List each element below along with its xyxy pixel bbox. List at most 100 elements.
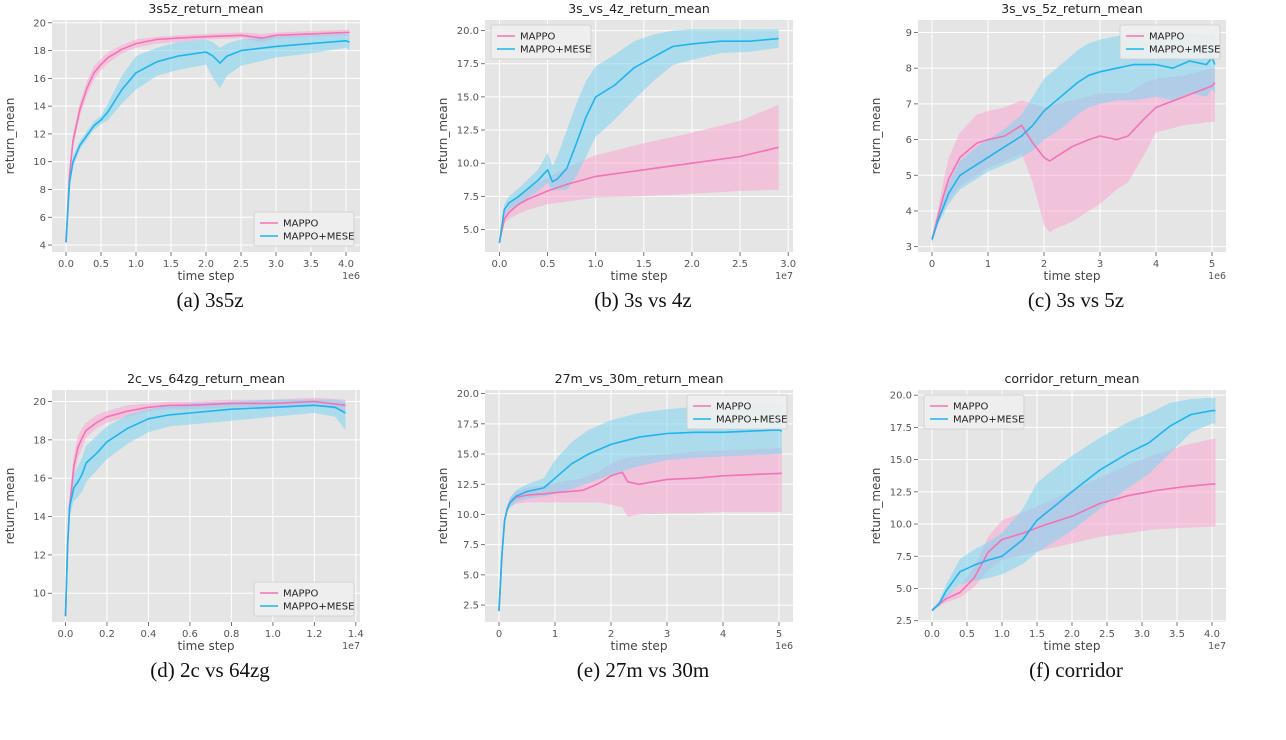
x-tick-label: 0.0 [58, 629, 74, 640]
chart-panel-3s-vs-4z: 0.0 0.5 1.0 1.5 2.0 2.5 3.0 5.0 7.5 10.0 12.5 15.0 1… [433, 0, 853, 360]
caption-3s-vs-4z: (b) 3s vs 4z [433, 288, 853, 313]
y-axis-label: return_mean [869, 468, 883, 545]
legend-label: MAPPO+MESE [1149, 45, 1220, 56]
y-tick-label: 5.0 [463, 225, 479, 236]
x-tick-label: 1.0 [994, 629, 1010, 640]
x-axis-exponent: 1e7 [342, 641, 360, 652]
x-tick-label: 1.4 [348, 629, 364, 640]
y-tick-label: 2.5 [896, 616, 912, 627]
x-tick-label: 4 [1153, 259, 1159, 270]
y-tick-label: 8 [40, 185, 46, 196]
y-tick-label: 4 [40, 241, 46, 252]
legend: MAPPO MAPPO+MESE [687, 395, 787, 429]
x-axis-exponent: 1e6 [342, 271, 360, 282]
x-tick-label: 0.5 [93, 259, 109, 270]
y-tick-label: 12 [33, 550, 46, 561]
legend-label: MAPPO [283, 589, 319, 600]
x-tick-label: 0 [929, 259, 935, 270]
y-tick-label: 8 [906, 64, 912, 75]
y-tick-label: 3 [906, 242, 912, 253]
y-tick-label: 12 [33, 129, 46, 140]
y-tick-label: 20.0 [457, 26, 479, 37]
x-axis-label: time step [611, 269, 668, 283]
y-tick-label: 12.5 [457, 126, 479, 137]
y-axis-label: return_mean [869, 98, 883, 175]
chart-panel-3s5z: 0.0 0.5 1.0 1.5 2.0 2.5 3.0 3.5 4.0 4 6 8 10 12 14 16 18… [0, 0, 420, 360]
y-tick-label: 20.0 [890, 391, 912, 402]
x-tick-label: 5 [1209, 259, 1215, 270]
y-tick-label: 10.0 [890, 520, 912, 531]
x-tick-label: 1 [552, 629, 558, 640]
caption-3s5z: (a) 3s5z [0, 288, 420, 313]
y-tick-label: 14 [33, 102, 46, 113]
caption-3s-vs-5z: (c) 3s vs 5z [866, 288, 1286, 313]
x-tick-label: 0.2 [99, 629, 115, 640]
legend-label: MAPPO [716, 402, 752, 413]
y-tick-label: 18 [33, 46, 46, 57]
chart-title: 3s_vs_4z_return_mean [568, 1, 710, 16]
legend: MAPPO MAPPO+MESE [924, 395, 1024, 429]
chart-svg: 0.0 0.5 1.0 1.5 2.0 2.5 3.0 3.5 4.0 4 6 8 10 12 14 16 18… [0, 0, 420, 285]
x-tick-label: 1 [985, 259, 991, 270]
y-tick-label: 17.5 [457, 419, 479, 430]
y-tick-label: 20 [33, 18, 46, 29]
x-axis-exponent: 1e6 [1208, 271, 1226, 282]
x-tick-label: 3.0 [780, 259, 796, 270]
chart-title: 3s_vs_5z_return_mean [1001, 1, 1143, 16]
y-tick-label: 5.0 [896, 584, 912, 595]
y-tick-label: 7.5 [896, 552, 912, 563]
y-tick-label: 5 [906, 171, 912, 182]
y-tick-label: 15.0 [457, 450, 479, 461]
y-tick-label: 7.5 [463, 540, 479, 551]
x-axis-exponent: 1e6 [775, 641, 793, 652]
x-tick-label: 3.5 [1169, 629, 1185, 640]
x-tick-label: 1.2 [306, 629, 322, 640]
chart-svg: 0.0 0.5 1.0 1.5 2.0 2.5 3.0 5.0 7.5 10.0 12.5 15.0 1… [433, 0, 853, 285]
y-tick-label: 20.0 [457, 389, 479, 400]
y-tick-label: 9 [906, 28, 912, 39]
chart-panel-corridor: 0.0 0.5 1.0 1.5 2.0 2.5 3.0 3.5 4.0 2.5 5.0 7.5 10.0… [866, 370, 1286, 730]
legend-label: MAPPO [953, 402, 989, 413]
x-tick-label: 4.0 [1204, 629, 1220, 640]
x-axis-label: time step [611, 639, 668, 653]
legend-label: MAPPO [283, 219, 319, 230]
y-axis-label: return_mean [3, 98, 17, 175]
x-tick-label: 4 [720, 629, 726, 640]
chart-svg: 0.0 0.2 0.4 0.6 0.8 1.0 1.2 1.41012141618202c_v… [0, 370, 420, 655]
y-tick-label: 4 [906, 206, 912, 217]
x-axis-label: time step [178, 639, 235, 653]
chart-panel-3s-vs-5z: 0 1 2 3 4 5 3 4 5 6 7 8 9 3s_vs_5z_return_mean time st… [866, 0, 1286, 360]
chart-svg: 0 1 2 3 4 5 2.5 5.0 7.5 10.0 12.5 15.0 17.5 20.0 27m_v… [433, 370, 853, 655]
x-tick-label: 2.5 [233, 259, 249, 270]
legend-label: MAPPO+MESE [953, 415, 1024, 426]
x-tick-label: 0.0 [58, 259, 74, 270]
x-tick-label: 0.0 [491, 259, 507, 270]
y-axis-label: return_mean [3, 468, 17, 545]
y-tick-label: 10.0 [457, 159, 479, 170]
y-tick-label: 12.5 [457, 480, 479, 491]
x-tick-label: 1.0 [588, 259, 604, 270]
legend-label: MAPPO [1149, 32, 1185, 43]
legend-label: MAPPO+MESE [716, 415, 787, 426]
x-tick-label: 0.5 [959, 629, 975, 640]
y-tick-label: 18 [33, 435, 46, 446]
legend-label: MAPPO+MESE [283, 602, 354, 613]
y-tick-label: 2.5 [463, 601, 479, 612]
x-tick-label: 4.0 [338, 259, 354, 270]
chart-title: 27m_vs_30m_return_mean [555, 371, 724, 386]
y-tick-label: 15.0 [457, 92, 479, 103]
x-tick-label: 3.0 [268, 259, 284, 270]
chart-panel-2c-vs-64zg: 0.0 0.2 0.4 0.6 0.8 1.0 1.2 1.4 10 12 14 16 18 20 2c_v… [0, 370, 420, 730]
y-tick-label: 17.5 [890, 423, 912, 434]
chart-title: 2c_vs_64zg_return_mean [127, 371, 285, 386]
caption-corridor: (f) corridor [866, 658, 1286, 683]
y-tick-label: 15.0 [890, 455, 912, 466]
legend: MAPPO MAPPO+MESE [1120, 25, 1220, 59]
caption-27m-vs-30m: (e) 27m vs 30m [433, 658, 853, 683]
chart-title: corridor_return_mean [1005, 371, 1140, 386]
x-axis-label: time step [1044, 639, 1101, 653]
y-tick-label: 10 [33, 589, 46, 600]
x-tick-label: 2.5 [732, 259, 748, 270]
y-tick-label: 16 [33, 74, 46, 85]
